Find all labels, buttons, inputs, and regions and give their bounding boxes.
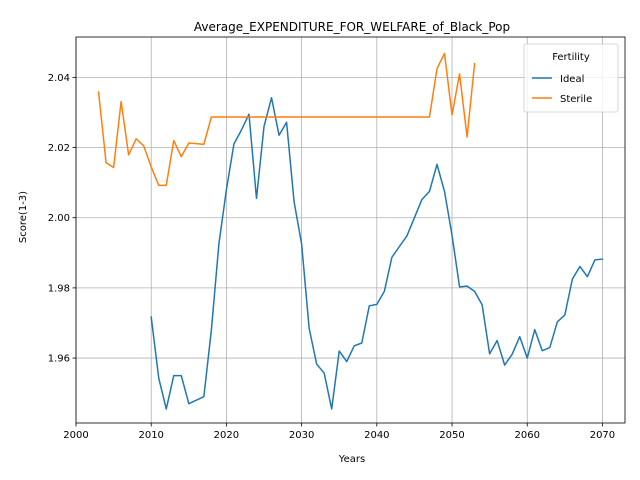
y-tick-label: 1.98 [48,283,70,294]
x-tick-label: 2020 [214,430,239,441]
y-axis-label: Score(1-3) [18,191,29,243]
series-line-sterile [97,52,476,187]
legend-label-sterile: Sterile [560,94,592,105]
y-tick-label: 2.02 [48,143,70,154]
plot-frame [75,36,626,424]
chart-title: Average_EXPENDITURE_FOR_WELFARE_of_Black… [194,20,510,34]
y-tick-label: 2.00 [48,213,70,224]
series-line-ideal [150,96,604,410]
x-tick-label: 2060 [515,430,540,441]
legend-box [523,43,619,113]
x-tick-label: 2050 [439,430,464,441]
y-tick-label: 2.04 [48,73,70,84]
x-axis-label: Years [338,454,365,465]
y-axis-ticks: 1.96 1.98 2.00 2.02 2.04 [48,73,76,365]
x-tick-label: 2070 [590,430,615,441]
x-axis-ticks: 2000 2010 2020 2030 2040 2050 2060 2070 [63,423,615,441]
legend-title: Fertility [552,52,590,63]
legend-label-ideal: Ideal [560,74,584,85]
x-tick-label: 2010 [138,430,163,441]
y-tick-label: 1.96 [48,354,70,365]
legend: Fertility Ideal Sterile [523,43,619,113]
series-layer [97,52,604,410]
x-tick-label: 2030 [289,430,314,441]
x-tick-label: 2000 [63,430,88,441]
x-tick-label: 2040 [364,430,389,441]
